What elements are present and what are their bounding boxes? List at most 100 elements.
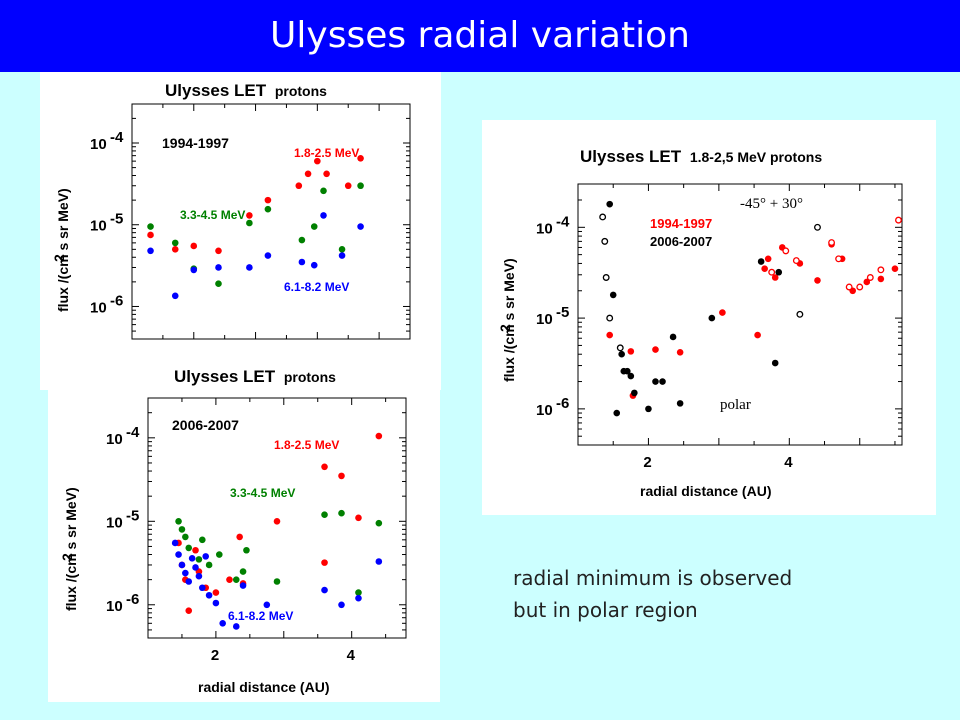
data-point bbox=[188, 555, 196, 562]
y-label-superscript: 2 bbox=[59, 553, 75, 561]
y-label-superscript: 2 bbox=[51, 254, 67, 262]
data-point bbox=[199, 536, 206, 544]
data-point bbox=[601, 237, 609, 245]
data-point bbox=[215, 264, 222, 271]
data-point bbox=[243, 546, 250, 554]
data-point bbox=[171, 292, 179, 300]
legend-label: 6.1-8.2 MeV bbox=[228, 609, 293, 623]
data-point bbox=[782, 247, 790, 255]
data-point bbox=[171, 239, 179, 247]
y-axis-label: flux /(cm s sr MeV) bbox=[63, 487, 79, 611]
data-point bbox=[631, 389, 638, 397]
data-point bbox=[669, 333, 677, 341]
y-axis-label: flux /(cm s sr MeV) bbox=[501, 258, 517, 382]
data-point bbox=[676, 348, 684, 356]
data-point bbox=[828, 239, 836, 246]
data-point bbox=[178, 561, 186, 569]
data-point bbox=[236, 533, 243, 541]
data-point bbox=[321, 559, 328, 566]
data-point bbox=[190, 242, 198, 250]
data-point bbox=[185, 544, 193, 552]
data-point bbox=[814, 223, 821, 231]
y-tick-label: 10 bbox=[90, 299, 107, 316]
data-point bbox=[602, 274, 610, 281]
y-tick-exponent: -4 bbox=[126, 424, 140, 441]
data-point bbox=[652, 378, 659, 385]
plot-frame bbox=[147, 397, 407, 639]
data-point bbox=[323, 170, 330, 178]
data-point bbox=[182, 569, 189, 577]
data-point bbox=[298, 236, 306, 244]
data-point bbox=[761, 265, 768, 273]
y-tick-exponent: -6 bbox=[556, 395, 569, 412]
chart-panel-comparison: Ulysses LET 1.8-2,5 MeV protons flux /(c… bbox=[482, 120, 936, 515]
data-point bbox=[215, 247, 222, 255]
x-axis-label: radial distance (AU) bbox=[198, 679, 329, 695]
data-point bbox=[375, 432, 383, 440]
data-point bbox=[771, 274, 779, 281]
data-point bbox=[355, 514, 362, 522]
legend-label: 3.3-4.5 MeV bbox=[180, 208, 245, 222]
data-point bbox=[856, 283, 864, 291]
data-point bbox=[877, 266, 885, 274]
legend-label: 1994-1997 bbox=[162, 135, 229, 151]
plot-frame bbox=[577, 183, 903, 446]
data-point bbox=[205, 561, 213, 569]
data-point bbox=[609, 291, 617, 299]
svg-text:flux /(cm s sr MeV): flux /(cm s sr MeV) bbox=[501, 258, 517, 382]
x-tick-label: 2 bbox=[211, 647, 219, 664]
y-tick-label: 10 bbox=[106, 431, 123, 448]
y-tick-label: 10 bbox=[106, 598, 123, 615]
data-point bbox=[195, 556, 203, 563]
data-point bbox=[190, 266, 198, 274]
data-point bbox=[796, 310, 804, 318]
data-point bbox=[866, 274, 874, 281]
data-point bbox=[264, 196, 272, 204]
y-tick-exponent: -6 bbox=[126, 591, 139, 608]
y-axis-label: flux /(cm s sr MeV) bbox=[55, 188, 71, 312]
data-point bbox=[606, 314, 614, 322]
data-point bbox=[775, 268, 783, 276]
data-point bbox=[357, 223, 364, 230]
x-tick-label: 4 bbox=[347, 647, 356, 664]
data-point bbox=[185, 578, 193, 585]
data-point bbox=[147, 231, 154, 239]
svg-text:flux /(cm s sr MeV): flux /(cm s sr MeV) bbox=[55, 188, 71, 312]
data-point bbox=[246, 264, 253, 271]
data-point bbox=[232, 576, 240, 583]
y-tick-label: 10 bbox=[536, 402, 553, 419]
data-point bbox=[616, 344, 624, 352]
data-point bbox=[357, 154, 364, 162]
y-tick-exponent: -4 bbox=[110, 129, 124, 146]
data-point bbox=[171, 246, 179, 253]
legend-label: 1994-1997 bbox=[650, 216, 712, 231]
slide-title: Ulysses radial variation bbox=[0, 0, 960, 72]
data-point bbox=[147, 247, 154, 255]
data-point bbox=[764, 255, 772, 263]
data-point bbox=[375, 519, 383, 527]
data-point bbox=[768, 268, 776, 276]
y-tick-exponent: -5 bbox=[110, 211, 123, 228]
data-point bbox=[215, 551, 223, 558]
data-point bbox=[338, 246, 346, 253]
chart-1994-1997: Ulysses LET protons flux /(cm s sr MeV) … bbox=[51, 81, 411, 340]
data-point bbox=[321, 586, 328, 594]
data-point bbox=[246, 212, 253, 219]
data-point bbox=[757, 258, 765, 265]
data-point bbox=[295, 182, 303, 190]
data-point bbox=[708, 314, 716, 322]
data-point bbox=[192, 564, 199, 571]
data-point bbox=[212, 599, 220, 607]
data-point bbox=[618, 350, 625, 358]
data-point bbox=[344, 182, 352, 190]
data-point bbox=[627, 372, 635, 380]
y-label-superscript: 2 bbox=[497, 324, 513, 332]
chart-panel-1994-1997: Ulysses LET protons flux /(cm s sr MeV) … bbox=[40, 72, 441, 390]
data-point bbox=[310, 261, 318, 269]
chart-title: Ulysses LET protons bbox=[165, 81, 327, 100]
data-point bbox=[355, 589, 362, 596]
chart-title: Ulysses LET 1.8-2,5 MeV protons bbox=[580, 147, 822, 166]
data-point bbox=[877, 275, 885, 283]
legend-label: 6.1-8.2 MeV bbox=[284, 280, 349, 294]
data-point bbox=[357, 182, 364, 190]
